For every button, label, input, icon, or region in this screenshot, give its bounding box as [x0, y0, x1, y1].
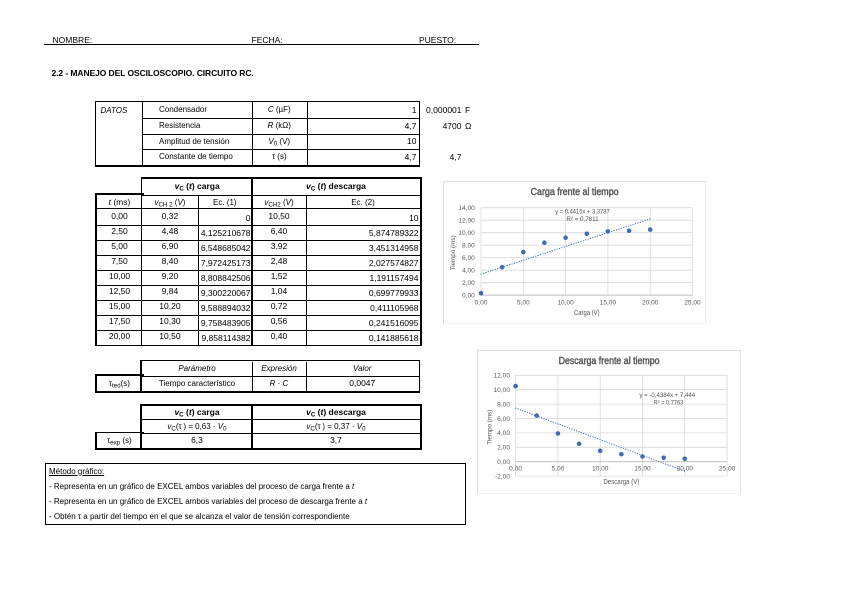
svg-text:0,00: 0,00 [474, 299, 487, 306]
svg-text:0,00: 0,00 [462, 292, 475, 299]
svg-text:-2,00: -2,00 [494, 473, 509, 480]
svg-text:12,00: 12,00 [493, 372, 510, 379]
svg-text:25,00: 25,00 [718, 465, 735, 472]
svg-text:10,00: 10,00 [557, 299, 574, 306]
svg-text:Tiempo (ms): Tiempo (ms) [449, 235, 456, 270]
svg-text:15,00: 15,00 [599, 299, 616, 306]
svg-text:Descarga (V): Descarga (V) [603, 479, 639, 486]
svg-text:2,00: 2,00 [497, 444, 510, 451]
svg-text:Tiempo (ms): Tiempo (ms) [486, 410, 493, 445]
svg-text:8,00: 8,00 [462, 242, 475, 249]
svg-text:5,00: 5,00 [517, 299, 530, 306]
svg-text:10,00: 10,00 [458, 230, 475, 237]
svg-text:Carga frente al tiempo: Carga frente al tiempo [530, 187, 618, 198]
svg-text:0,00: 0,00 [509, 465, 522, 472]
svg-text:10,00: 10,00 [493, 387, 510, 394]
svg-text:4,00: 4,00 [497, 430, 510, 437]
svg-text:5,00: 5,00 [551, 465, 564, 472]
svg-text:20,00: 20,00 [676, 465, 693, 472]
svg-text:0,00: 0,00 [497, 459, 510, 466]
svg-text:25,00: 25,00 [684, 299, 701, 306]
svg-text:12,00: 12,00 [458, 217, 475, 224]
svg-text:6,00: 6,00 [497, 416, 510, 423]
svg-text:14,00: 14,00 [458, 205, 475, 212]
svg-text:y = 0,4415x + 3,3787: y = 0,4415x + 3,3787 [555, 208, 610, 215]
svg-text:Descarga frente al tiempo: Descarga frente al tiempo [558, 356, 659, 367]
svg-text:Carga (V): Carga (V) [574, 310, 600, 317]
svg-text:R² = 0,7763: R² = 0,7763 [653, 399, 683, 406]
svg-text:y = -0,4384x + 7,444: y = -0,4384x + 7,444 [639, 392, 695, 399]
svg-text:6,00: 6,00 [462, 255, 475, 262]
svg-text:R² = 0,7811: R² = 0,7811 [566, 216, 599, 223]
svg-text:4,00: 4,00 [462, 267, 475, 274]
svg-text:20,00: 20,00 [642, 299, 659, 306]
svg-text:8,00: 8,00 [497, 401, 510, 408]
svg-text:10,00: 10,00 [591, 465, 608, 472]
svg-text:2,00: 2,00 [462, 280, 475, 287]
svg-text:15,00: 15,00 [634, 465, 651, 472]
